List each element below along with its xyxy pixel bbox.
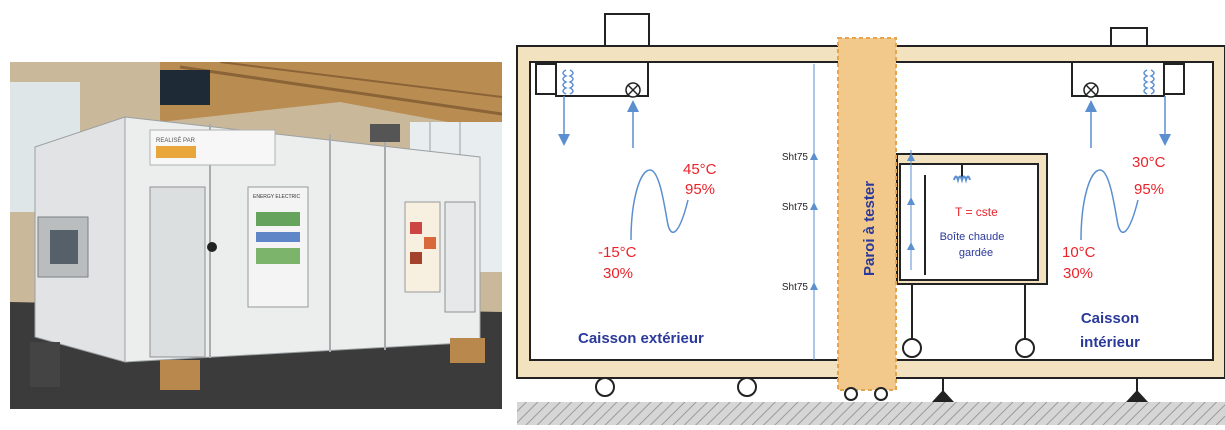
poster-title: ENERGY ELECTRIC xyxy=(253,194,301,200)
chamber-door-left xyxy=(149,186,206,358)
chamber-wheel-left xyxy=(595,377,615,397)
exterior-climate-unit xyxy=(535,61,649,98)
support-foot-right xyxy=(1126,390,1148,402)
wall-label: Paroi à tester xyxy=(861,181,878,276)
exterior-temp-high: 45°C xyxy=(683,161,717,178)
exterior-temp-low: -15°C xyxy=(598,244,637,261)
exterior-caisson-label: Caisson extérieur xyxy=(578,330,704,347)
interior-caisson-label-1: Caisson xyxy=(1081,310,1139,327)
support-foot-left xyxy=(932,390,954,402)
interior-cycle-curve xyxy=(1080,169,1139,241)
sensor-label-3: Sht75 xyxy=(782,282,809,293)
exterior-rh-high: 95% xyxy=(685,181,715,198)
sensor-label-2: Sht75 xyxy=(782,202,809,213)
poster-center xyxy=(247,186,309,308)
exterior-cycle-curve xyxy=(630,169,689,241)
wall-wheel-left xyxy=(844,387,858,401)
interior-caisson-label-2: intérieur xyxy=(1080,334,1140,351)
test-wall xyxy=(837,37,897,391)
box-wheel-right xyxy=(1015,338,1035,358)
rooftop-unit xyxy=(160,70,210,105)
box-heater-coil-icon xyxy=(953,165,971,184)
rooftop-box-left xyxy=(604,13,650,47)
schematic: T = cste Boîte chaude gardée Paroi à tes… xyxy=(516,13,1225,425)
heater-coil-icon xyxy=(562,69,574,95)
chamber-door-right xyxy=(444,201,476,313)
wall-wheel-right xyxy=(874,387,888,401)
interior-temp-low: 10°C xyxy=(1062,244,1096,261)
test-chamber-photo: REALISÉ PAR ENERGY ELECTRIC xyxy=(10,61,503,409)
sensor-arrow xyxy=(907,153,915,161)
box-wheel-left xyxy=(902,338,922,358)
rooftop-box-right xyxy=(1110,27,1148,47)
interior-temp-high: 30°C xyxy=(1132,154,1166,171)
sensor-label-1: Sht75 xyxy=(782,152,809,163)
guarded-box-temp: T = cste xyxy=(955,205,998,219)
guarded-box-label-2: gardée xyxy=(959,247,993,259)
heater-coil-icon xyxy=(1143,69,1155,95)
guarded-box-label-1: Boîte chaude xyxy=(940,231,1005,243)
interior-rh-low: 30% xyxy=(1063,265,1093,282)
photo-illustration: REALISÉ PAR ENERGY ELECTRIC xyxy=(10,61,503,409)
test-setup-diagram: T = cste Boîte chaude gardée Paroi à tes… xyxy=(505,0,1225,425)
support-block xyxy=(160,360,200,390)
interior-climate-unit xyxy=(1071,61,1185,98)
wooden-roof xyxy=(160,62,502,132)
chamber-wheel-center xyxy=(737,377,757,397)
sign-title: REALISÉ PAR xyxy=(156,137,196,144)
ground xyxy=(517,402,1225,425)
interior-rh-high: 95% xyxy=(1134,181,1164,198)
exterior-rh-low: 30% xyxy=(603,265,633,282)
